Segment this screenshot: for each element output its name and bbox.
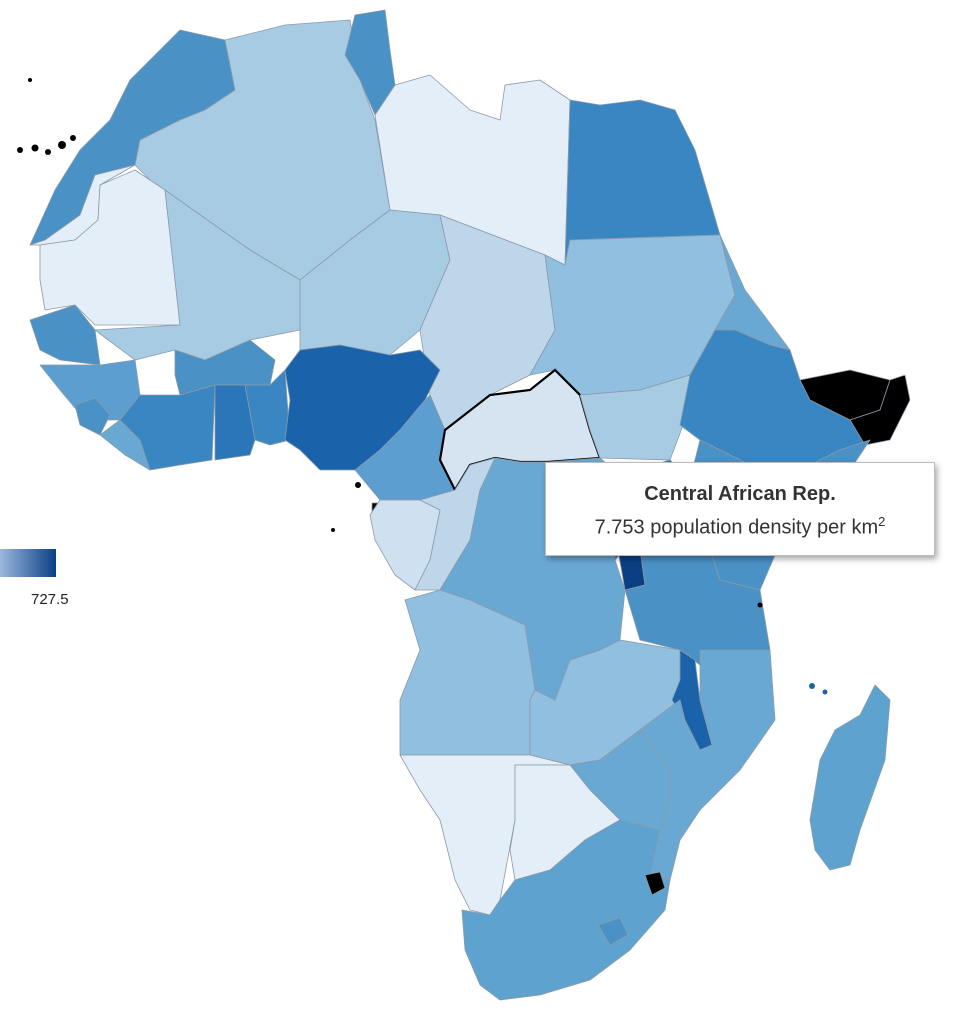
tooltip-unit-exponent: 2 (878, 514, 886, 529)
island-canary-5 (70, 135, 76, 141)
color-scale-legend: 727.5 (0, 549, 69, 608)
country-cote-divoire[interactable] (119, 384, 216, 471)
island-sao-tome (331, 528, 335, 532)
color-scale-bar (0, 549, 56, 577)
island-zanzibar (757, 602, 763, 608)
country-somalia[interactable] (849, 374, 911, 446)
island-comoros (809, 683, 815, 689)
island-bioko (355, 482, 361, 488)
country-ghana[interactable] (214, 384, 256, 461)
island-comoros-2 (822, 689, 828, 695)
tooltip-value: 7.753 (594, 516, 645, 539)
tooltip-value-line: 7.753 population density per km2 (546, 514, 934, 540)
island-canary-1 (17, 147, 23, 153)
country-south-africa[interactable] (461, 819, 671, 1001)
legend-max-label: 727.5 (31, 591, 69, 608)
country-lesotho[interactable] (597, 917, 629, 946)
country-eswatini[interactable] (644, 871, 666, 896)
island-canary-4 (58, 141, 66, 149)
country-sierra-leone[interactable] (74, 397, 111, 436)
island-madeira (28, 78, 32, 82)
tooltip-unit-label: population density per km (650, 516, 879, 539)
tooltip-country-name: Central African Rep. (644, 483, 836, 505)
island-canary-2 (31, 144, 39, 152)
country-tooltip: Central African Rep. 7.753 population de… (545, 462, 935, 556)
country-south-sudan[interactable] (579, 374, 691, 461)
country-madagascar[interactable] (809, 684, 891, 871)
island-canary-3 (45, 149, 51, 155)
